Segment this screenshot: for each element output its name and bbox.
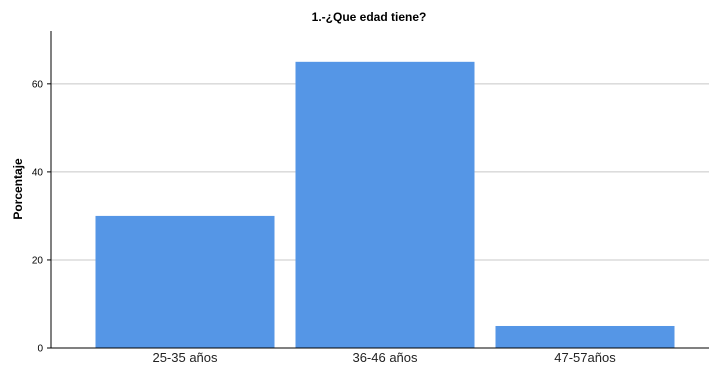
y-tick-label: 60 bbox=[32, 79, 44, 90]
y-tick-label: 40 bbox=[32, 167, 44, 178]
x-tick-label: 47-57años bbox=[554, 350, 616, 365]
y-tick-labels: 0 20 40 60 bbox=[32, 79, 51, 355]
x-tick-labels: 25-35 años 36-46 años 47-57años bbox=[152, 350, 616, 365]
bar bbox=[95, 215, 275, 348]
bars bbox=[95, 61, 675, 348]
y-tick-label: 20 bbox=[32, 255, 44, 266]
x-tick-label: 36-46 años bbox=[352, 350, 418, 365]
bar bbox=[295, 61, 475, 348]
x-tick-label: 25-35 años bbox=[152, 350, 218, 365]
chart-title: 1.-¿Que edad tiene? bbox=[312, 10, 427, 24]
y-tick-label: 0 bbox=[37, 344, 43, 355]
bar bbox=[495, 325, 675, 348]
y-axis-label: Porcentaje bbox=[11, 158, 25, 220]
